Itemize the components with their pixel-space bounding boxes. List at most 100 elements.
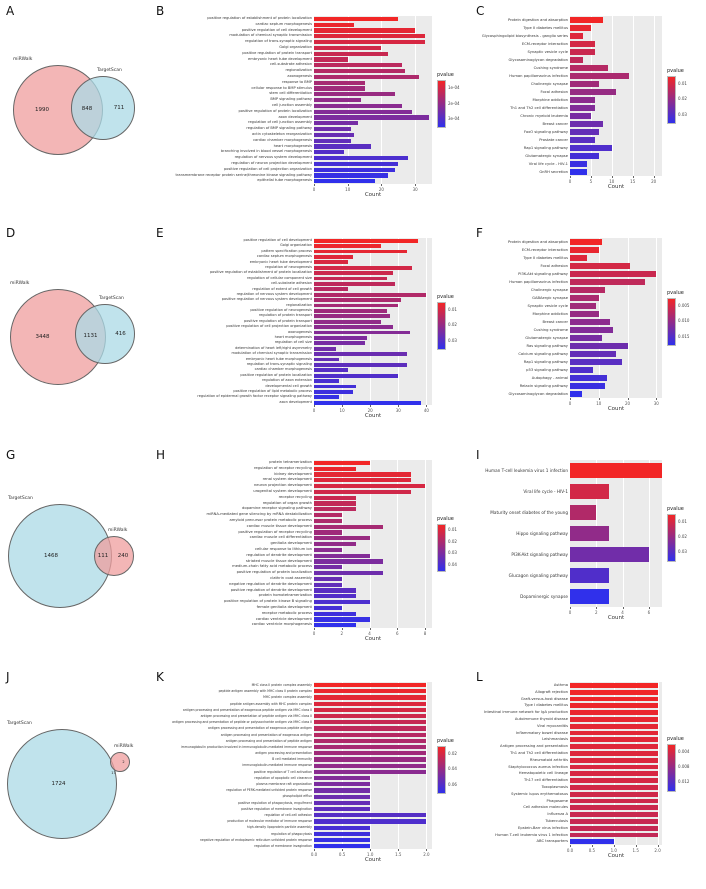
- bar: [314, 363, 407, 367]
- bar: [314, 831, 371, 837]
- bar: [314, 844, 371, 849]
- legend: pvalue 0.01 0.02 0.03: [667, 506, 687, 562]
- legend-tick-labels: 0.01 0.02 0.03 0.04: [448, 524, 457, 570]
- bar: [314, 720, 427, 725]
- x-axis-title: Count: [364, 857, 382, 864]
- legend-gradient-bar: [437, 745, 446, 794]
- term-label: Golgi organization: [280, 243, 312, 248]
- bar: [314, 341, 365, 346]
- term-label: regulation of cellular component size: [247, 275, 312, 280]
- bar: [314, 271, 393, 275]
- x-tick-label: 1.5: [395, 851, 402, 857]
- x-tick-mark: [342, 849, 344, 852]
- gridline: [426, 682, 428, 850]
- panel-D: D 3448 1131 416 miRWalk TargetScan: [0, 222, 150, 444]
- term-label: Golgi organization: [279, 44, 312, 49]
- venn-set-label-left: miRWalk: [10, 281, 30, 286]
- venn-diagram-G: 1468 111 240 TargetScan miRWalk: [0, 444, 150, 666]
- bar: [570, 279, 645, 285]
- bar: [570, 145, 612, 151]
- term-label: Toxoplasmosis: [541, 784, 568, 789]
- bar: [570, 65, 608, 71]
- term-label: Relaxin signaling pathway: [519, 384, 568, 388]
- legend-tick-label: 0.010: [678, 318, 690, 324]
- bar: [314, 559, 384, 564]
- term-label: positive regulation of lipid metabolic p…: [233, 388, 312, 393]
- term-label: Type I diabetes mellitus: [524, 703, 568, 708]
- term-label: Human T-cell leukemia virus 1 infection: [495, 832, 568, 837]
- term-label: Morphine addiction: [532, 98, 569, 102]
- term-labels: MHC class II protein complex assembly pep…: [154, 682, 314, 849]
- venn-set-label-right: miRWalk: [114, 744, 134, 749]
- term-label: Dopaminergic synapse: [520, 594, 568, 599]
- x-axis: 0.0 0.5 1.0 1.5 2.0: [311, 849, 432, 857]
- bar: [570, 57, 583, 63]
- panel-letter-L: L: [476, 670, 483, 684]
- go-barchart-E: positive regulation of cell development G…: [154, 238, 470, 419]
- term-label: epithelial tube morphogenesis: [257, 178, 312, 183]
- bar: [570, 25, 591, 31]
- plot-area: [570, 460, 662, 607]
- term-label: Glycosaminoglycan degradation: [508, 392, 568, 396]
- term-label: Allograft rejection: [535, 689, 568, 694]
- term-label: positive regulation of protein localizat…: [240, 372, 312, 377]
- term-labels: protein tetramerization regulation of rec…: [154, 460, 314, 628]
- bar: [570, 751, 658, 756]
- x-tick-mark: [653, 176, 655, 178]
- x-tick-mark: [570, 607, 571, 609]
- term-label: antigen processing and presentation of p…: [225, 738, 312, 743]
- legend-title: pvalue: [437, 737, 454, 744]
- term-label: Epstein-Barr virus infection: [518, 825, 568, 830]
- bar: [570, 287, 605, 293]
- x-tick-label: 20: [378, 186, 384, 192]
- venn-count-overlap: 1131: [83, 332, 98, 339]
- legend-gradient-bar: [437, 301, 446, 350]
- term-label: Human papillomavirus infection: [509, 280, 568, 284]
- gridline: [657, 682, 659, 846]
- bar: [314, 161, 399, 166]
- bar: [314, 292, 427, 297]
- bar: [570, 335, 602, 341]
- x-tick-label: 30: [653, 400, 659, 406]
- term-label: regulation of trans-synaptic signaling: [246, 361, 312, 366]
- term-label: cell junction assembly: [272, 102, 312, 107]
- gridline: [590, 16, 592, 176]
- bar: [314, 132, 355, 137]
- kegg-barchart-I: Human T-cell leukemia virus 1 infection V…: [474, 460, 706, 621]
- legend-tick-labels: 0.005 0.010 0.015: [678, 298, 689, 344]
- bar: [314, 763, 427, 768]
- gridline: [398, 238, 400, 406]
- panel-letter-D: D: [6, 226, 16, 240]
- bar: [570, 129, 600, 135]
- bar: [570, 367, 593, 373]
- x-tick-mark: [570, 176, 571, 178]
- gridline: [656, 238, 658, 398]
- bar: [314, 314, 390, 319]
- legend: pvalue 0.01 0.02 0.03 0.04: [437, 516, 457, 573]
- venn-diagram-D: 3448 1131 416 miRWalk TargetScan: [0, 222, 150, 444]
- x-tick-label: 10: [339, 407, 345, 413]
- bar: [570, 263, 631, 269]
- legend: pvalue 0.02 0.04 0.06: [437, 738, 457, 794]
- venn-count-right: 240: [117, 553, 129, 559]
- term-label: clathrin coat assembly: [270, 575, 312, 580]
- bar: [314, 478, 412, 483]
- bar: [314, 179, 375, 184]
- term-label: B cell mediated immunity: [272, 757, 312, 762]
- bar: [314, 605, 342, 610]
- venn-diagram-A: 1990 848 711 miRWalk TargetScan: [0, 0, 150, 222]
- bar: [570, 105, 596, 111]
- legend-body: 0.01 0.02 0.03: [667, 76, 687, 124]
- bar: [570, 689, 658, 695]
- term-label: positive regulation of membrane invagina…: [241, 806, 312, 811]
- term-label: Autoimmune thyroid disease: [514, 716, 568, 721]
- bar: [570, 383, 605, 389]
- term-label: Hippo signaling pathway: [516, 531, 568, 536]
- bar: [570, 153, 600, 159]
- bar: [314, 594, 356, 599]
- x-tick-label: 1.0: [610, 847, 617, 853]
- term-label: Th17 cell differentiation: [524, 778, 568, 783]
- bar: [314, 346, 337, 351]
- x-tick-label: 2.0: [654, 847, 661, 853]
